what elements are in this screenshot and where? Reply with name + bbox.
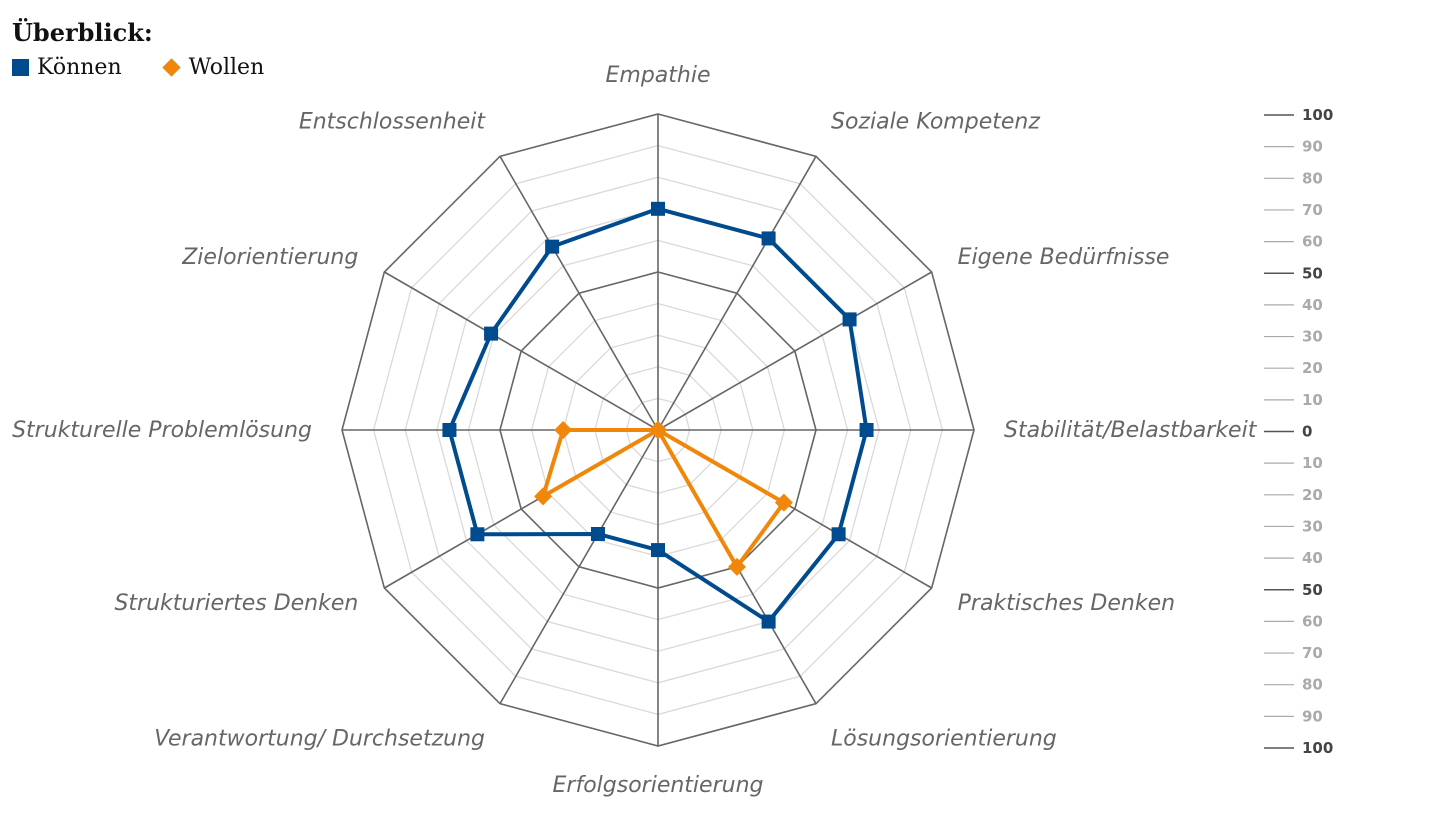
series-0-point-9 (442, 423, 457, 437)
scale-label-15: 50 (1302, 581, 1323, 599)
scale-label-1: 90 (1302, 138, 1323, 156)
axis-label-11: Entschlossenheit (299, 109, 487, 134)
series-0-point-11 (545, 239, 560, 254)
axis-spoke-1 (657, 155, 817, 431)
legend-item-koennen: Können (12, 55, 122, 80)
axis-label-3: Stabilität/Belastbarkeit (1004, 418, 1258, 443)
series-1-point-8 (534, 487, 553, 506)
series-0-point-10 (484, 326, 499, 341)
axis-label-9: Strukturelle Problemlösung (12, 418, 312, 443)
series-0-point-2 (842, 312, 857, 327)
series-1-point-11 (649, 421, 667, 439)
scale-label-12: 20 (1302, 486, 1323, 504)
series-0-point-3 (859, 423, 874, 437)
scale-label-2: 80 (1302, 169, 1323, 187)
scale-label-20: 100 (1302, 739, 1333, 757)
series-1-point-5 (728, 557, 746, 576)
scale-label-16: 60 (1302, 612, 1323, 630)
series-0-point-4 (831, 527, 846, 542)
axis-label-5: Lösungsorientierung (831, 727, 1057, 752)
axis-label-2: Eigene Bedürfnisse (958, 245, 1170, 270)
legend-label-koennen: Können (37, 55, 122, 80)
scale-label-18: 80 (1302, 676, 1323, 694)
scale-label-10: 0 (1302, 423, 1312, 441)
axis-label-1: Soziale Kompetenz (831, 109, 1040, 134)
series-0-point-0 (651, 201, 665, 216)
scale-label-4: 60 (1302, 233, 1323, 251)
axis-label-4: Praktisches Denken (958, 591, 1175, 616)
series-0-point-8 (470, 527, 485, 542)
scale-label-3: 70 (1302, 201, 1323, 219)
scale-label-19: 90 (1302, 707, 1323, 725)
axis-label-6: Erfolgsorientierung (553, 773, 764, 798)
axis-label-7: Verantwortung/ Durchsetzung (154, 727, 485, 752)
series-0-point-5 (761, 614, 776, 629)
legend-square-marker (12, 59, 29, 76)
axis-spoke-7 (499, 429, 659, 705)
chart-title: Überblick: (12, 18, 153, 47)
scale-label-9: 10 (1302, 391, 1323, 409)
scale-label-8: 20 (1302, 359, 1323, 377)
scale-label-11: 10 (1302, 454, 1323, 472)
series-0-point-7 (590, 526, 605, 541)
axis-spoke-2 (657, 271, 933, 431)
axis-label-8: Strukturiertes Denken (114, 591, 358, 616)
axis-label-10: Zielorientierung (181, 245, 358, 270)
scale-label-7: 30 (1302, 328, 1323, 346)
series-1-point-9 (554, 421, 573, 439)
series-0-point-6 (651, 543, 665, 558)
legend-label-wollen: Wollen (188, 55, 265, 80)
scale-label-14: 40 (1302, 549, 1323, 567)
scale-label-5: 50 (1302, 264, 1323, 282)
series-1-point-4 (774, 493, 793, 512)
legend-item-wollen: Wollen (161, 55, 265, 80)
axis-label-0: Empathie (606, 63, 711, 88)
series-0-point-1 (761, 231, 776, 246)
axis-spoke-10 (383, 271, 659, 431)
scale-label-17: 70 (1302, 644, 1323, 662)
scale-label-6: 40 (1302, 296, 1323, 314)
axis-spoke-11 (499, 155, 659, 431)
legend: Können Wollen (12, 55, 264, 80)
scale-label-0: 100 (1302, 106, 1333, 124)
scale-label-13: 30 (1302, 517, 1323, 535)
